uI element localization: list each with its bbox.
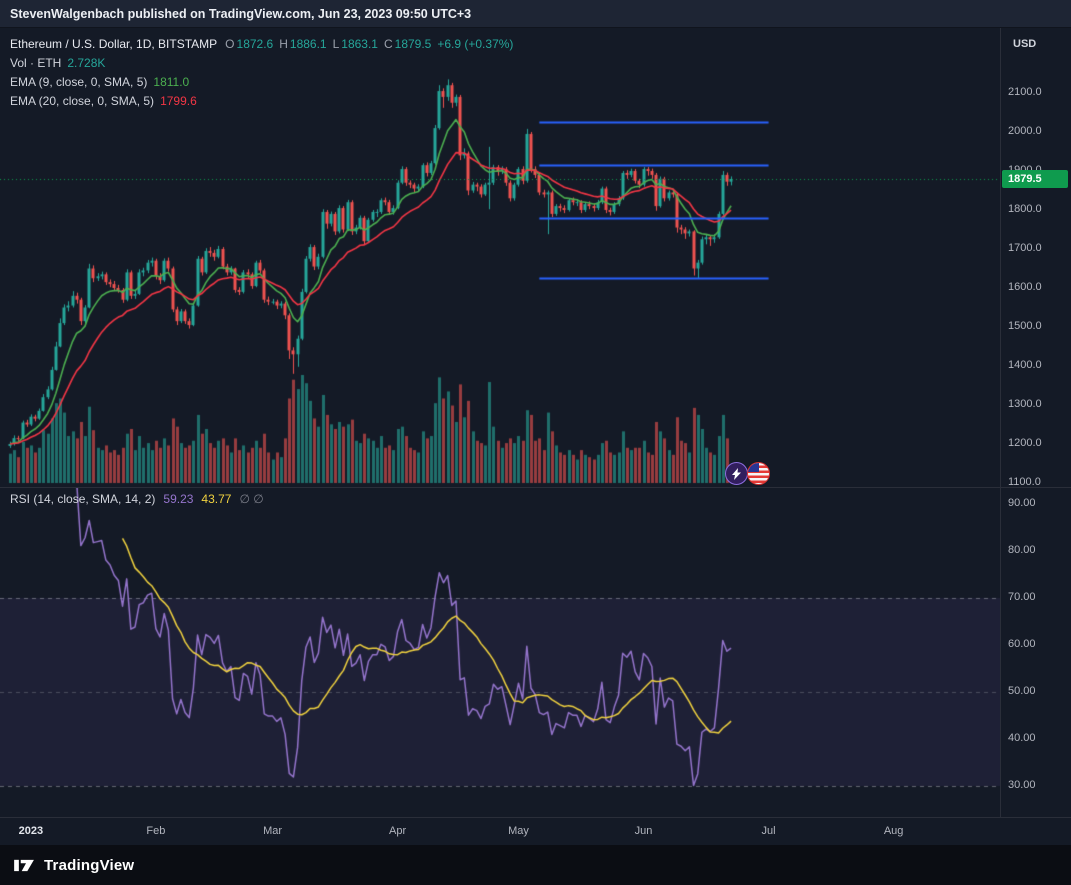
time-axis-label: Apr (389, 825, 407, 837)
volume-value: 2.728K (67, 56, 106, 70)
rsi-tick-label: 50.00 (1008, 685, 1036, 697)
close-label: C (383, 37, 393, 51)
event-us-flag-icon[interactable] (747, 462, 770, 485)
ema9-value: 1811.0 (153, 75, 190, 89)
publish-bar: StevenWalgenbach published on TradingVie… (0, 0, 1071, 28)
price-tick-label: 1200.0 (1008, 437, 1042, 449)
ema20-value: 1799.6 (160, 94, 197, 108)
tradingview-logo-icon[interactable] (13, 857, 36, 873)
time-axis-label: 2023 (18, 825, 44, 837)
price-axis[interactable]: USD 1879.5 2100.02000.01900.01800.01700.… (1000, 28, 1071, 817)
time-axis-label: Mar (263, 825, 283, 837)
tradingview-wordmark[interactable]: TradingView (44, 856, 135, 874)
rsi-tick-label: 90.00 (1008, 497, 1036, 509)
publish-bar-text: StevenWalgenbach published on TradingVie… (10, 6, 472, 21)
open-label: O (225, 37, 235, 51)
main-chart-canvas[interactable] (0, 28, 1000, 487)
close-value: 1879.5 (394, 37, 432, 51)
rsi-tick-label: 80.00 (1008, 544, 1036, 556)
price-tick-label: 2000.0 (1008, 125, 1042, 137)
flag-canton (748, 463, 759, 472)
time-axis-label: Aug (883, 825, 904, 837)
rsi-value: 59.23 (163, 492, 194, 506)
rsi-tick-label: 30.00 (1008, 779, 1036, 791)
low-value: 1863.1 (341, 37, 378, 51)
volume-label: Vol · ETH (10, 56, 62, 70)
open-value: 1872.6 (236, 37, 274, 51)
rsi-label: RSI (14, close, SMA, 14, 2) (10, 492, 156, 506)
rsi-extra-values: ∅ ∅ (239, 492, 264, 506)
ema9-legend[interactable]: EMA (9, close, 0, SMA, 5) 1811.0 (10, 75, 513, 89)
rsi-tick-label: 70.00 (1008, 591, 1036, 603)
low-label: L (332, 37, 340, 51)
ema20-label: EMA (20, close, 0, SMA, 5) (10, 94, 155, 108)
price-tick-label: 1500.0 (1008, 320, 1042, 332)
rsi-sma-value: 43.77 (201, 492, 232, 506)
pane-divider (0, 487, 1071, 488)
rsi-legend[interactable]: RSI (14, close, SMA, 14, 2) 59.23 43.77 … (10, 492, 264, 506)
axis-currency-label: USD (1013, 38, 1037, 50)
volume-legend[interactable]: Vol · ETH 2.728K (10, 56, 513, 70)
price-tick-label: 1700.0 (1008, 242, 1042, 254)
price-tick-label: 1300.0 (1008, 398, 1042, 410)
rsi-tick-label: 60.00 (1008, 638, 1036, 650)
ema20-legend[interactable]: EMA (20, close, 0, SMA, 5) 1799.6 (10, 94, 513, 108)
change-value: +6.9 (+0.37%) (437, 37, 514, 51)
rsi-tick-label: 40.00 (1008, 732, 1036, 744)
high-value: 1886.1 (289, 37, 327, 51)
footer: TradingView (0, 845, 1071, 885)
rsi-chart-canvas[interactable] (0, 487, 1000, 817)
time-axis[interactable]: 2023 Feb Mar Apr May Jun Jul Aug (0, 817, 1071, 846)
event-lightning-icon[interactable] (725, 462, 748, 485)
current-price-badge: 1879.5 (1002, 169, 1068, 188)
price-tick-label: 1600.0 (1008, 281, 1042, 293)
price-tick-label: 2100.0 (1008, 86, 1042, 98)
main-legend: Ethereum / U.S. Dollar, 1D, BITSTAMP O 1… (10, 37, 513, 108)
time-axis-label: Feb (146, 825, 166, 837)
high-label: H (279, 37, 288, 51)
time-axis-label: Jun (634, 825, 653, 837)
symbol-legend[interactable]: Ethereum / U.S. Dollar, 1D, BITSTAMP O 1… (10, 37, 513, 51)
price-tick-label: 1400.0 (1008, 359, 1042, 371)
lightning-glyph (731, 467, 741, 480)
time-axis-label: Jul (761, 825, 776, 837)
price-tick-label: 1800.0 (1008, 203, 1042, 215)
symbol-title: Ethereum / U.S. Dollar, 1D, BITSTAMP (10, 37, 218, 51)
price-tick-label: 1100.0 (1008, 476, 1041, 488)
ema9-label: EMA (9, close, 0, SMA, 5) (10, 75, 148, 89)
time-axis-label: May (508, 825, 529, 837)
